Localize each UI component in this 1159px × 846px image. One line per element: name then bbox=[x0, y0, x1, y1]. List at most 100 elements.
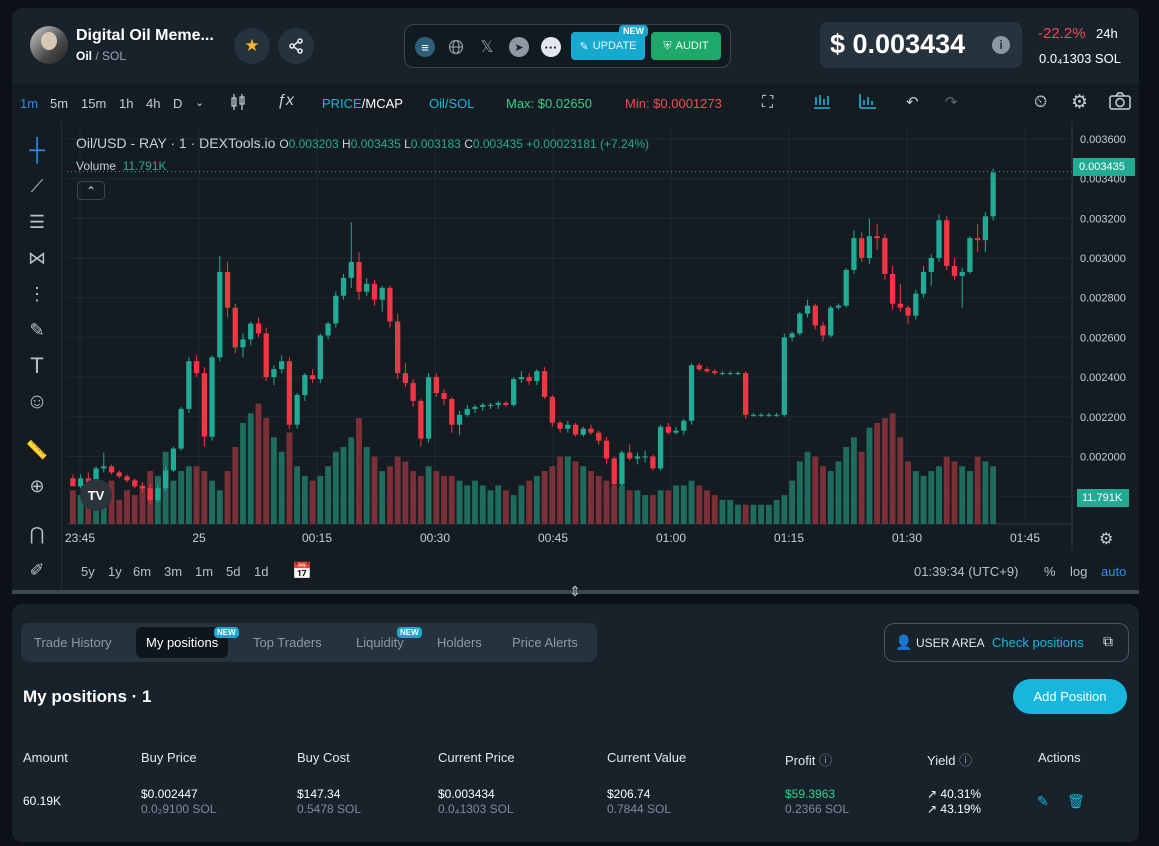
candle-body bbox=[874, 236, 880, 239]
candle-body bbox=[201, 373, 207, 437]
range-1d[interactable]: 1d bbox=[254, 564, 269, 579]
settings-gear-icon[interactable]: ⚙ bbox=[1071, 92, 1089, 113]
candle-body bbox=[232, 307, 238, 348]
volume-bar bbox=[232, 446, 239, 524]
timeframe-1m[interactable]: 1m bbox=[20, 96, 39, 111]
tab-price-alerts[interactable]: Price Alerts bbox=[512, 635, 578, 650]
price-mcap-toggle[interactable]: PRICE/MCAP bbox=[322, 96, 403, 111]
horizontal-lines-icon[interactable]: ☰ bbox=[28, 211, 46, 232]
range-1y[interactable]: 1y bbox=[108, 564, 122, 579]
candle-body bbox=[248, 323, 254, 340]
user-area-box: 👤 USER AREA Check positions ⧉ bbox=[884, 623, 1129, 662]
candle-body bbox=[410, 383, 416, 401]
ruler-icon[interactable]: 📏 bbox=[25, 439, 49, 460]
timeframe-1h[interactable]: 1h bbox=[119, 96, 134, 111]
row-yield: ↗ 40.31% ↗ 43.19% bbox=[927, 787, 981, 817]
undo-icon[interactable]: ↶ bbox=[906, 94, 919, 111]
more-options-icon[interactable]: ··· bbox=[541, 37, 561, 57]
col-current-price: Current Price bbox=[438, 750, 515, 765]
audit-button[interactable]: ⛨ AUDIT bbox=[651, 32, 721, 60]
candle-body bbox=[178, 408, 184, 449]
tab-my-positions[interactable]: My positions bbox=[136, 627, 229, 658]
timeframe-d[interactable]: D bbox=[173, 96, 183, 111]
log-scale-toggle[interactable]: log bbox=[1070, 564, 1088, 579]
volume-bar bbox=[216, 490, 223, 524]
volume-bar bbox=[108, 480, 115, 524]
timeframe-15m[interactable]: 15m bbox=[81, 96, 107, 111]
yield-info-icon[interactable]: ⓘ bbox=[959, 753, 973, 768]
magnet-icon[interactable]: ⋂ bbox=[29, 523, 45, 544]
tab-top-traders[interactable]: Top Traders bbox=[253, 635, 322, 650]
candle-body bbox=[534, 371, 540, 382]
axis-settings-gear-icon[interactable]: ⚙ bbox=[1099, 531, 1114, 548]
check-positions-link[interactable]: Check positions bbox=[992, 635, 1084, 650]
external-link-icon[interactable]: ⧉ bbox=[1103, 633, 1113, 649]
volume-bar bbox=[541, 471, 548, 524]
emoji-icon[interactable]: ☺ bbox=[26, 390, 48, 413]
volume-bar bbox=[502, 490, 509, 524]
profit-info-icon[interactable]: ⓘ bbox=[818, 753, 832, 768]
range-5d[interactable]: 5d bbox=[226, 564, 241, 579]
candle-body bbox=[696, 365, 702, 370]
pair-toggle[interactable]: Oil/SOL bbox=[429, 96, 475, 111]
solana-icon[interactable]: ≡ bbox=[415, 37, 435, 57]
volume-bar bbox=[835, 461, 842, 524]
range-3m[interactable]: 3m bbox=[164, 564, 183, 579]
goto-date-calendar-icon[interactable]: 📅 bbox=[292, 563, 312, 580]
candle-body bbox=[333, 295, 339, 324]
timeframe-5m[interactable]: 5m bbox=[50, 96, 69, 111]
price-tick-label: 0.003200 bbox=[1080, 213, 1126, 225]
tab-liquidity[interactable]: Liquidity bbox=[356, 635, 404, 650]
candle-body bbox=[804, 305, 811, 314]
pattern-icon[interactable]: ⋈ bbox=[28, 247, 46, 268]
price-info-icon[interactable]: i bbox=[992, 36, 1010, 54]
edit-position-icon[interactable]: ✎ bbox=[1037, 793, 1049, 809]
add-position-button[interactable]: Add Position bbox=[1013, 679, 1127, 714]
telegram-icon[interactable]: ➤ bbox=[509, 37, 529, 57]
lock-drawings-icon[interactable]: ✐ bbox=[29, 559, 45, 580]
replay-clock-icon[interactable]: ⏲ bbox=[1034, 92, 1048, 111]
volume-chart-icon[interactable] bbox=[859, 93, 877, 112]
candlestick-chart[interactable]: 0.003600 0.003400 0.003200 0.003000 0.002800… bbox=[12, 122, 1139, 592]
range-6m[interactable]: 6m bbox=[133, 564, 152, 579]
delete-position-trash-icon[interactable]: 🗑 bbox=[1067, 793, 1085, 809]
percent-scale-toggle[interactable]: % bbox=[1044, 564, 1056, 579]
min-price: Min: $0.0001273 bbox=[625, 96, 722, 111]
resize-handle-icon[interactable]: ⇕ bbox=[569, 583, 581, 599]
candle-body bbox=[990, 172, 996, 217]
redo-icon[interactable]: ↷ bbox=[945, 94, 958, 111]
zoom-in-icon[interactable]: ⊕ bbox=[29, 475, 45, 496]
crosshair-icon[interactable]: ┼ bbox=[29, 137, 45, 162]
yield-value-2: 43.19% bbox=[940, 802, 982, 816]
tab-holders[interactable]: Holders bbox=[437, 635, 482, 650]
brush-icon[interactable]: ✎ bbox=[29, 319, 45, 340]
tradingview-logo[interactable]: TV bbox=[80, 479, 112, 511]
timeframe-4h[interactable]: 4h bbox=[146, 96, 161, 111]
auto-scale-toggle[interactable]: auto bbox=[1101, 564, 1127, 579]
text-tool-icon[interactable]: T bbox=[30, 353, 44, 378]
fullscreen-icon[interactable]: ⛶ bbox=[762, 94, 774, 111]
trendline-icon[interactable]: ⟋ bbox=[30, 175, 44, 196]
website-globe-icon[interactable] bbox=[446, 37, 466, 57]
volume-bar bbox=[247, 413, 254, 524]
range-5y[interactable]: 5y bbox=[81, 564, 95, 579]
camera-screenshot-icon[interactable] bbox=[1109, 92, 1131, 113]
price-tick-label: 0.002000 bbox=[1080, 452, 1126, 464]
candle-body bbox=[302, 375, 308, 395]
share-icon[interactable] bbox=[278, 28, 314, 64]
time-tick-label: 00:45 bbox=[538, 531, 568, 545]
row-current-price: $0.003434 0.0₄1303 SOL bbox=[438, 787, 514, 817]
collapse-legend-chevron-up-icon[interactable]: ⌃ bbox=[77, 181, 105, 200]
timeframe-dropdown-chevron-icon[interactable]: ⌄ bbox=[195, 97, 205, 109]
bar-chart-icon[interactable] bbox=[813, 93, 831, 112]
fib-retracement-icon[interactable]: ⋮ bbox=[28, 283, 46, 304]
volume-bar bbox=[920, 475, 927, 524]
tab-trade-history[interactable]: Trade History bbox=[34, 635, 112, 650]
range-1m[interactable]: 1m bbox=[195, 564, 214, 579]
candles-icon[interactable] bbox=[230, 93, 246, 114]
volume-bar bbox=[340, 446, 347, 524]
indicators-fx-icon[interactable]: ƒx bbox=[277, 92, 294, 109]
x-twitter-icon[interactable]: 𝕏 bbox=[480, 39, 494, 56]
favorite-star-icon[interactable]: ★ bbox=[234, 28, 270, 64]
col-profit: Profit ⓘ bbox=[785, 750, 832, 769]
